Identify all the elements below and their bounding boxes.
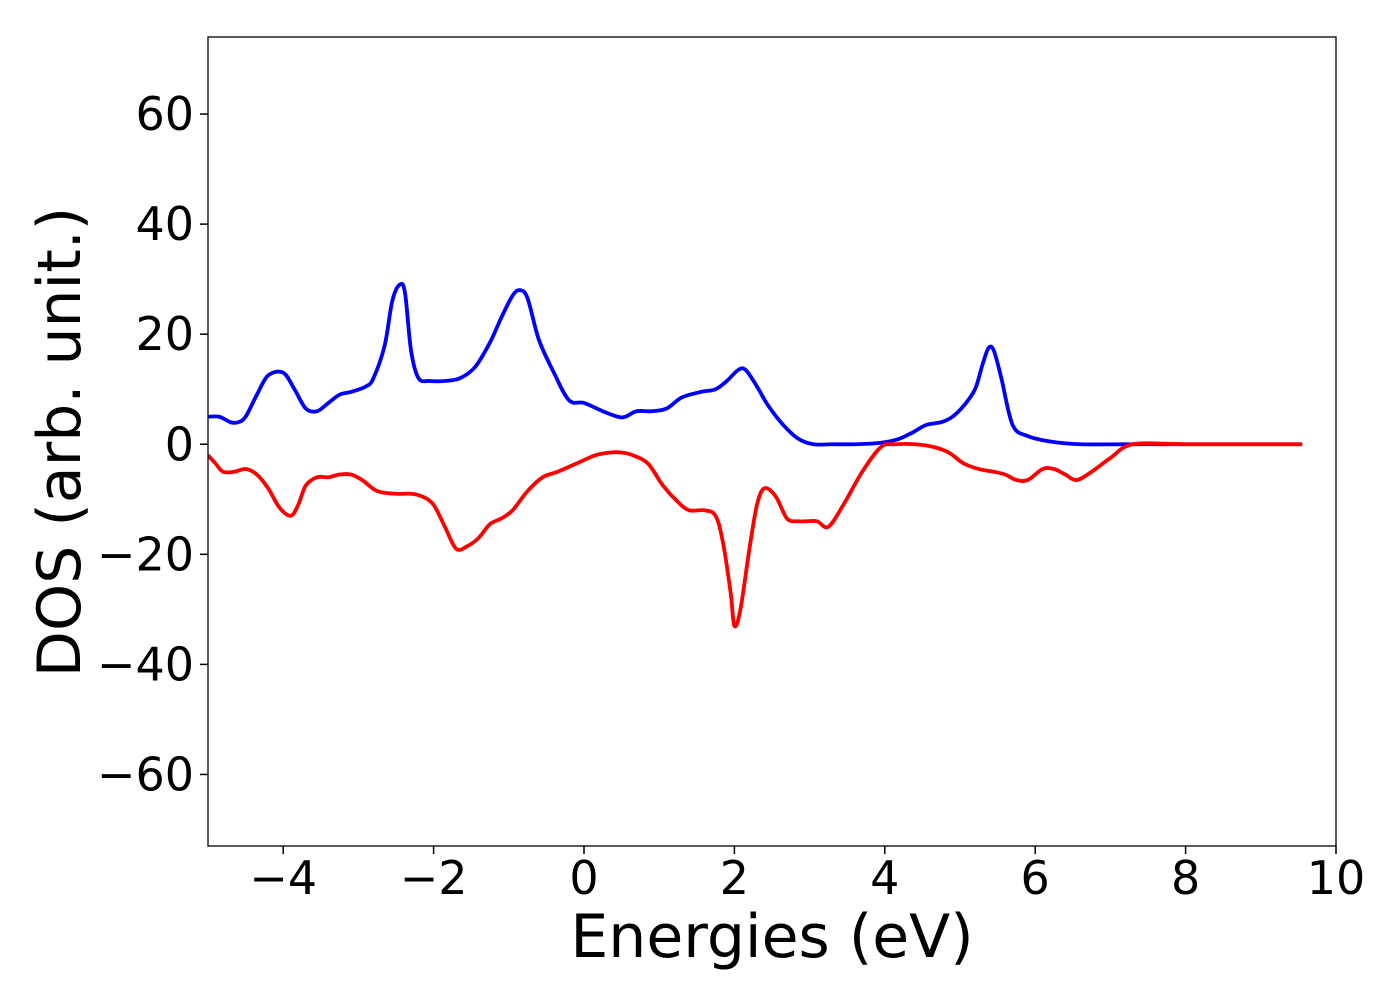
series-layer bbox=[208, 281, 1303, 629]
x-tick-label: 2 bbox=[720, 851, 749, 905]
y-tick-label: −20 bbox=[97, 527, 194, 581]
plot-frame bbox=[207, 36, 1337, 847]
y-tick-label: −40 bbox=[97, 637, 194, 691]
y-tick-label: 0 bbox=[165, 417, 194, 471]
y-tick-label: −60 bbox=[97, 747, 194, 801]
x-tick-label: −2 bbox=[400, 851, 468, 905]
x-axis-title: Energies (eV) bbox=[570, 902, 973, 972]
plot-area bbox=[207, 36, 1337, 847]
x-tick-label: 6 bbox=[1021, 851, 1050, 905]
x-tick-label: 4 bbox=[870, 851, 899, 905]
series-line-1 bbox=[208, 281, 1303, 447]
x-tick-label: 8 bbox=[1171, 851, 1200, 905]
y-axis: −60 −40 −20 0 20 40 60 bbox=[97, 87, 208, 801]
y-axis-title: DOS (arb. unit.) bbox=[25, 207, 95, 677]
y-tick-label: 60 bbox=[135, 87, 194, 141]
y-tick-label: 20 bbox=[135, 307, 194, 361]
x-axis: −4 −2 0 2 4 6 8 10 bbox=[249, 846, 1365, 905]
x-tick-label: −4 bbox=[249, 851, 317, 905]
series-line-2 bbox=[208, 441, 1303, 629]
x-tick-label: 10 bbox=[1307, 851, 1366, 905]
x-tick-label: 0 bbox=[569, 851, 598, 905]
y-tick-label: 40 bbox=[135, 197, 194, 251]
